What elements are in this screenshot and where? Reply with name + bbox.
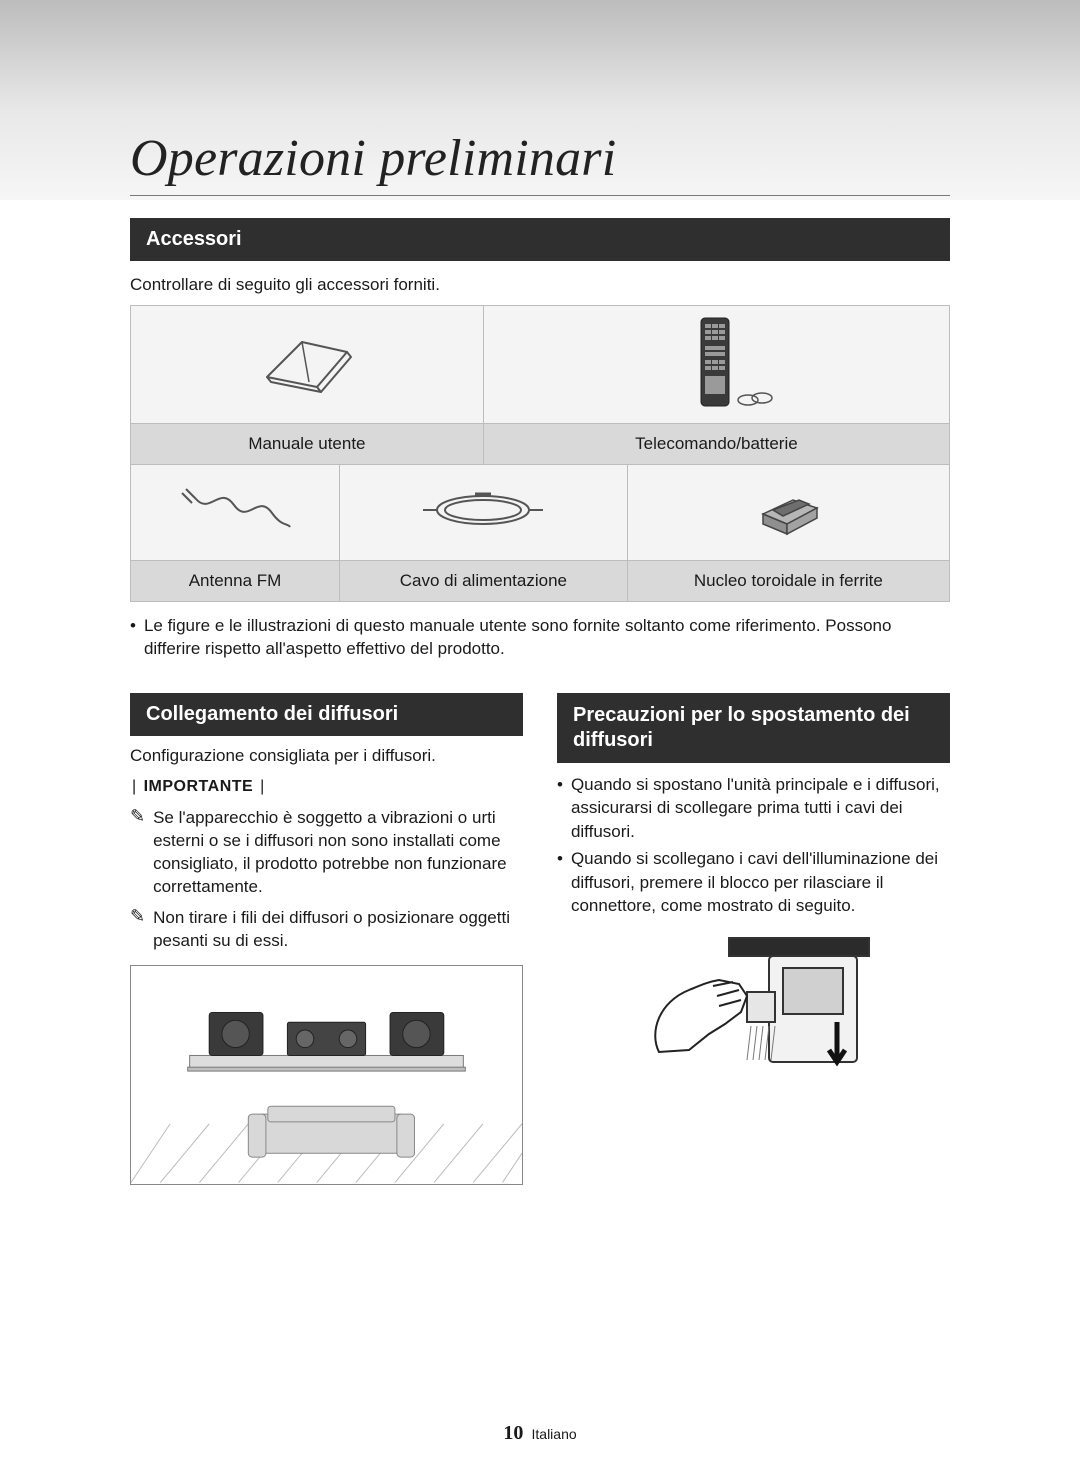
left-column: Collegamento dei diffusori Configurazion… — [130, 693, 523, 1185]
accessories-table: Manuale utente Telecomando/batterie — [130, 305, 950, 602]
accessory-image-cell — [627, 465, 949, 561]
table-row — [131, 465, 950, 561]
page-title: Operazioni preliminari — [130, 129, 616, 188]
accessory-image-cell — [131, 306, 484, 424]
header-band: Operazioni preliminari — [0, 0, 1080, 200]
page-number: 10 — [503, 1422, 523, 1444]
page-language: Italiano — [532, 1426, 577, 1442]
remote-icon — [646, 312, 786, 417]
right-column: Precauzioni per lo spostamento dei diffu… — [557, 693, 950, 1185]
manual-page: Operazioni preliminari Accessori Control… — [0, 0, 1080, 1477]
note-text: Non tirare i fili dei diffusori o posizi… — [153, 906, 523, 952]
collegamento-intro: Configurazione consigliata per i diffuso… — [130, 746, 523, 766]
note-item: ✎ Non tirare i fili dei diffusori o posi… — [130, 906, 523, 952]
accessory-image-cell — [483, 306, 949, 424]
table-row: Manuale utente Telecomando/batterie — [131, 424, 950, 465]
manual-icon — [247, 322, 367, 407]
bullet-icon: • — [557, 847, 563, 917]
footnote-text: Le figure e le illustrazioni di questo m… — [144, 614, 950, 661]
note-text: Se l'apparecchio è soggetto a vibrazioni… — [153, 806, 523, 898]
fm-antenna-icon — [170, 475, 300, 550]
ferrite-core-icon — [743, 480, 833, 545]
accessory-label: Manuale utente — [131, 424, 484, 465]
speaker-placement-illustration — [130, 965, 523, 1185]
title-underline — [130, 195, 950, 196]
section-heading-collegamento: Collegamento dei diffusori — [130, 693, 523, 736]
page-content: Accessori Controllare di seguito gli acc… — [0, 200, 1080, 1185]
bullet-icon: • — [557, 773, 563, 843]
importante-label: | IMPORTANTE | — [130, 778, 523, 796]
accessory-label: Nucleo toroidale in ferrite — [627, 561, 949, 602]
accessory-image-cell — [340, 465, 628, 561]
accessory-label: Cavo di alimentazione — [340, 561, 628, 602]
table-row — [131, 306, 950, 424]
precauzioni-bullets: • Quando si spostano l'unità principale … — [557, 773, 950, 918]
accessory-label: Antenna FM — [131, 561, 340, 602]
importante-text: IMPORTANTE — [144, 778, 254, 795]
bullet-text: Quando si spostano l'unità principale e … — [571, 773, 950, 843]
section-heading-precauzioni: Precauzioni per lo spostamento dei diffu… — [557, 693, 950, 763]
note-mark-icon: ✎ — [130, 906, 145, 952]
note-mark-icon: ✎ — [130, 806, 145, 898]
accessory-label: Telecomando/batterie — [483, 424, 949, 465]
power-cord-icon — [413, 480, 553, 545]
connector-release-illustration — [629, 932, 879, 1082]
accessori-intro: Controllare di seguito gli accessori for… — [130, 275, 950, 295]
bullet-text: Quando si scollegano i cavi dell'illumin… — [571, 847, 950, 917]
two-column-layout: Collegamento dei diffusori Configurazion… — [130, 693, 950, 1185]
bullet-icon: • — [130, 614, 136, 661]
page-footer: 10 Italiano — [0, 1422, 1080, 1445]
note-item: ✎ Se l'apparecchio è soggetto a vibrazio… — [130, 806, 523, 898]
accessori-footnote: • Le figure e le illustrazioni di questo… — [130, 614, 950, 661]
table-row: Antenna FM Cavo di alimentazione Nucleo … — [131, 561, 950, 602]
accessory-image-cell — [131, 465, 340, 561]
section-heading-accessori: Accessori — [130, 218, 950, 261]
